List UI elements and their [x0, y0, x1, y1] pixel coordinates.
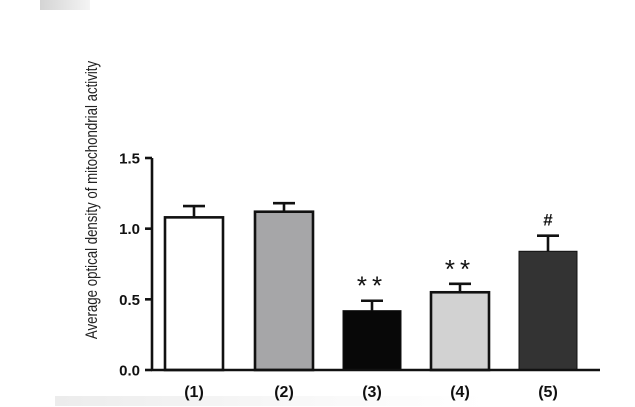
y-tick-label: 0.0: [119, 363, 140, 380]
significance-marker: **: [445, 254, 475, 284]
scan-shadow-top: [40, 0, 90, 10]
y-tick-label: 0.5: [119, 292, 140, 309]
y-tick-label: 1.5: [119, 151, 140, 168]
x-tick-label: (2): [274, 384, 294, 401]
x-tick-label: (3): [362, 384, 382, 401]
bar-2: [253, 210, 315, 372]
y-axis-label: Average optical density of mitochondrial…: [83, 61, 102, 339]
bar-5: [518, 250, 578, 371]
scan-shadow-bottom: [55, 396, 485, 406]
y-tick-label: 1.0: [119, 221, 140, 238]
bar-3: [342, 310, 402, 371]
x-tick-label: (1): [184, 384, 204, 401]
x-tick-label: (4): [450, 384, 470, 401]
bar-1: [163, 216, 225, 372]
significance-marker: **: [357, 271, 387, 301]
significance-marker: #: [543, 211, 553, 230]
bar-4: [429, 290, 491, 372]
x-tick-label: (5): [538, 384, 558, 401]
